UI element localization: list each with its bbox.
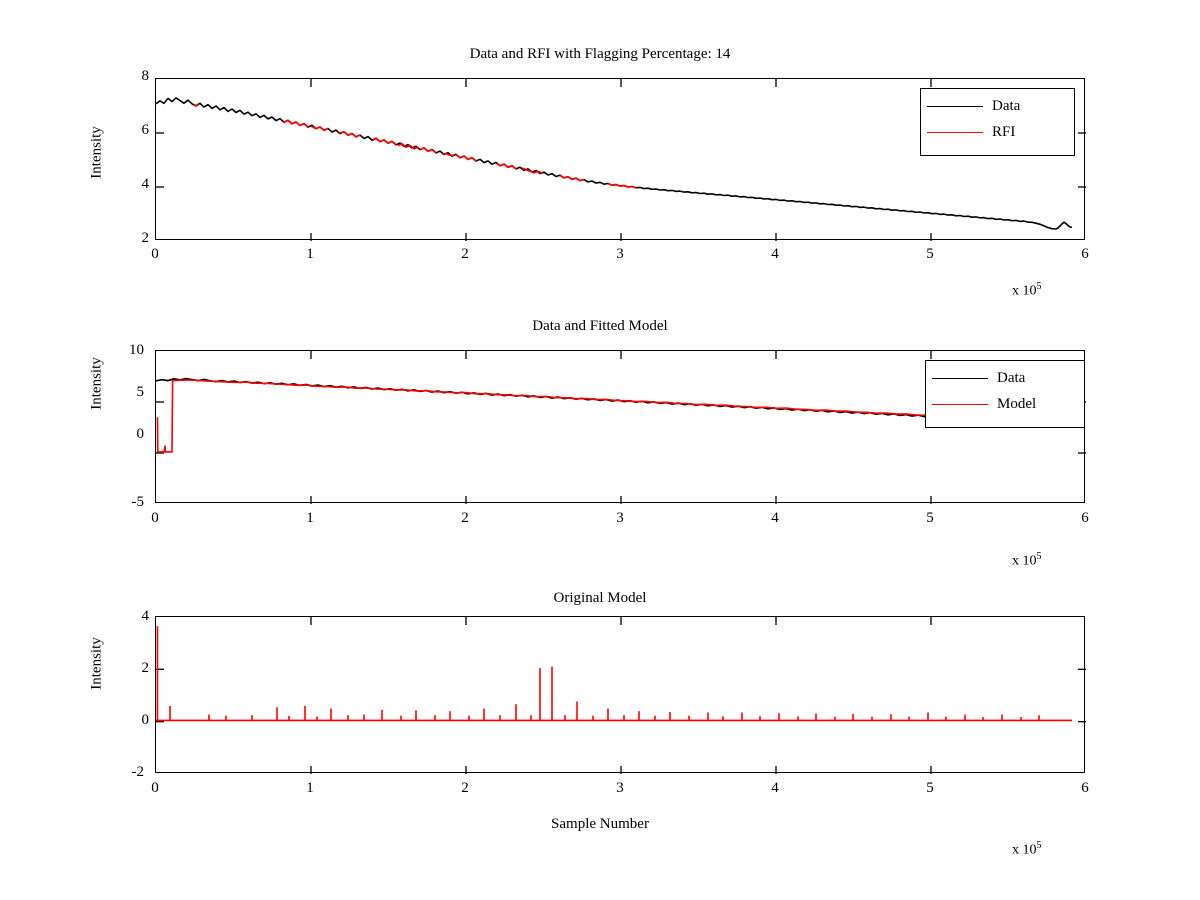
panel-rfi: Data and RFI with Flagging Percentage: 1… — [0, 0, 1200, 300]
panel-rfi-ytick-3: 2 — [141, 230, 150, 246]
legend-entry-data: Data — [927, 93, 1066, 119]
legend-entry-data-2: Data — [932, 365, 1076, 391]
panel-rfi-title: Data and RFI with Flagging Percentage: 1… — [469, 46, 731, 62]
panel-model-exponent-power: 5 — [1036, 551, 1042, 562]
panel-original: Original Model Intensity 4 2 0 -2 0 1 2 … — [0, 0, 1200, 858]
panel-original-axes — [155, 616, 1086, 774]
panel-rfi-exponent-power: 5 — [1036, 281, 1042, 292]
series-rfi-overlay — [193, 103, 637, 189]
legend-entry-model: Model — [932, 391, 1076, 417]
panel-rfi-xtick-5: 5 — [926, 246, 934, 262]
panel-model-ytick-0: 10 — [129, 342, 144, 358]
legend-label-data-2: Data — [997, 369, 1026, 386]
legend-label-rfi: RFI — [992, 123, 1016, 140]
panel-original-xtick-5: 5 — [926, 780, 934, 796]
panel-rfi-exponent: x 105 — [1012, 281, 1042, 300]
series-model-line — [156, 379, 1073, 453]
panel-original-xtick-6: 6 — [1081, 780, 1089, 796]
panel-original-xtick-1: 1 — [306, 780, 314, 796]
panel-original-exponent-base: x 10 — [1012, 842, 1037, 858]
panel-model-ytick-3: -5 — [131, 494, 145, 510]
panel-model-exponent: x 105 — [1012, 551, 1042, 570]
panel-rfi-ytick-2: 4 — [141, 176, 150, 192]
panel-original-exponent-power: 5 — [1036, 840, 1042, 851]
panel-rfi-xtick-0: 0 — [151, 246, 159, 262]
panel-original-ytick-1: 2 — [141, 660, 150, 676]
panel-model-title: Data and Fitted Model — [532, 318, 668, 334]
legend-entry-rfi: RFI — [927, 119, 1066, 145]
panel-original-plot-area — [156, 617, 1086, 774]
panel-model: Data and Fitted Model Intensity 10 5 0 -… — [0, 0, 1200, 569]
panel-model-plot-area — [155, 351, 1086, 504]
legend-swatch-data-2 — [932, 377, 988, 379]
panel-rfi-xtick-1: 1 — [306, 246, 314, 262]
panel-model-exponent-base: x 10 — [1012, 553, 1037, 569]
panel-rfi-ytick-1: 6 — [141, 122, 150, 138]
panel-original-title: Original Model — [553, 590, 647, 606]
panel-original-xtick-3: 3 — [616, 780, 624, 796]
panel-original-xlabel: Sample Number — [551, 816, 649, 832]
panel-original-ytick-3: -2 — [131, 764, 145, 780]
panel-rfi-legend: Data RFI — [920, 88, 1075, 156]
panel-model-xtick-0: 0 — [151, 510, 159, 526]
legend-swatch-model — [932, 403, 988, 405]
panel-model-ytick-2: 0 — [136, 426, 145, 442]
panel-original-xtick-2: 2 — [461, 780, 469, 796]
panel-model-xtick-6: 6 — [1081, 510, 1089, 526]
panel-original-ylabel: Intensity — [88, 637, 105, 690]
panel-rfi-plot-area — [155, 79, 1086, 241]
legend-label-data: Data — [992, 97, 1021, 114]
panel-model-xtick-3: 3 — [616, 510, 624, 526]
panel-model-xtick-4: 4 — [771, 510, 779, 526]
panel-rfi-xtick-3: 3 — [616, 246, 624, 262]
panel-model-ytick-1: 5 — [136, 384, 145, 400]
panel-rfi-exponent-base: x 10 — [1012, 283, 1037, 299]
legend-swatch-data — [927, 105, 983, 107]
panel-model-xtick-1: 1 — [306, 510, 314, 526]
panel-original-xtick-0: 0 — [151, 780, 159, 796]
panel-model-xtick-2: 2 — [461, 510, 469, 526]
legend-label-model: Model — [997, 395, 1037, 412]
legend-swatch-rfi — [927, 131, 983, 133]
panel-model-legend: Data Model — [925, 360, 1085, 428]
series-spikes — [156, 626, 1040, 721]
panel-original-exponent: x 105 — [1012, 840, 1042, 859]
panel-original-ytick-0: 4 — [141, 608, 150, 624]
panel-rfi-xtick-6: 6 — [1081, 246, 1089, 262]
panel-rfi-xtick-4: 4 — [771, 246, 779, 262]
panel-model-xtick-5: 5 — [926, 510, 934, 526]
panel-rfi-xtick-2: 2 — [461, 246, 469, 262]
panel-original-xtick-4: 4 — [771, 780, 779, 796]
panel-original-ytick-2: 0 — [141, 712, 150, 728]
panel-rfi-ytick-0: 8 — [141, 68, 150, 84]
